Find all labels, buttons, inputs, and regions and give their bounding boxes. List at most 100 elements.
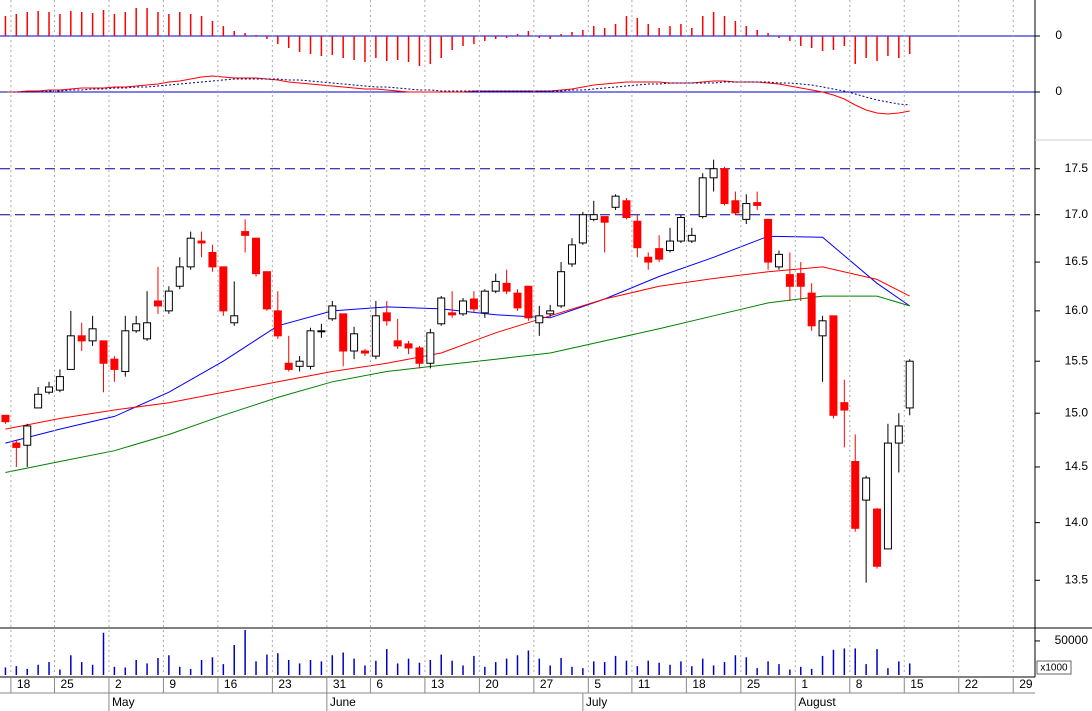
bar (233, 31, 235, 36)
bar (505, 36, 508, 38)
bar (527, 31, 530, 36)
bar (342, 652, 344, 675)
x-tick-label: 15 (910, 677, 924, 691)
candle-body (883, 442, 892, 550)
line-series (5, 235, 910, 444)
bar (908, 663, 911, 675)
bar (625, 16, 628, 36)
candle-body (546, 310, 555, 315)
candle-body (241, 231, 250, 236)
bar (865, 664, 867, 675)
bar (854, 36, 856, 64)
bar (756, 30, 758, 36)
y-tick-label: 14.5 (1065, 459, 1089, 473)
y-tick-label: 0 (1055, 28, 1062, 42)
x-tick-label: 1 (801, 677, 808, 691)
bar (124, 667, 127, 675)
candle-body (666, 240, 675, 252)
bar (157, 12, 159, 36)
candle-body (709, 168, 718, 179)
bar (582, 30, 584, 36)
bar (146, 663, 148, 675)
bar (908, 36, 911, 54)
x-tick-label: 22 (965, 677, 979, 691)
bar (37, 11, 39, 36)
bar (287, 36, 290, 48)
bar (636, 666, 639, 675)
x-tick-label: 18 (17, 677, 31, 691)
bar (778, 664, 780, 675)
candle-body (12, 442, 21, 448)
candle-body (655, 248, 664, 260)
bar (320, 36, 323, 56)
candle-body (774, 253, 783, 268)
bar (287, 660, 290, 675)
unit-label-box (1036, 660, 1072, 675)
bar (723, 16, 726, 36)
bar (222, 664, 225, 675)
candle-body (698, 177, 707, 218)
candle-body (873, 508, 882, 567)
bar (211, 657, 214, 675)
candle-body (66, 335, 75, 370)
bar (723, 662, 726, 675)
bar (887, 36, 889, 56)
bar (712, 665, 715, 675)
bar (614, 24, 617, 36)
candle-body (110, 358, 119, 370)
bar (396, 663, 399, 675)
bar (494, 36, 497, 39)
bar (342, 36, 344, 58)
bar (821, 36, 824, 51)
candle-body (208, 251, 217, 268)
bar (854, 648, 856, 675)
candle-body (143, 322, 152, 340)
bar (59, 669, 61, 675)
month-label: May (112, 695, 135, 709)
bar (865, 36, 867, 58)
bar (407, 36, 410, 62)
candle-body (676, 217, 685, 242)
candle-body (807, 292, 816, 327)
candle-body (230, 315, 239, 324)
candle-body (55, 376, 64, 391)
bar (734, 21, 737, 36)
candle-body (219, 266, 228, 312)
bar (582, 668, 584, 675)
candle-body (317, 330, 326, 333)
bar (647, 24, 649, 36)
bar (179, 12, 181, 36)
candle-body (186, 237, 195, 268)
candle-body (785, 274, 794, 287)
bar (821, 655, 824, 675)
x-tick-label: 11 (638, 677, 651, 691)
bar (320, 661, 323, 675)
bar (331, 655, 334, 675)
bar (658, 28, 660, 36)
bar (898, 661, 900, 675)
bar (309, 36, 312, 54)
bar (647, 660, 649, 675)
candle-body (578, 214, 587, 244)
candle-body (99, 340, 108, 364)
bar (789, 36, 791, 41)
x-tick-label: 9 (169, 677, 176, 691)
x-tick-label: 6 (376, 677, 383, 691)
y-tick-label: 16.0 (1065, 303, 1089, 317)
bar (571, 666, 573, 675)
bar (669, 26, 671, 36)
bar (102, 10, 105, 36)
bar (658, 662, 660, 675)
candle-body (905, 360, 914, 409)
candle-body (862, 477, 871, 501)
candle-body (557, 271, 566, 307)
bar (353, 658, 355, 675)
candle-body (252, 237, 261, 275)
line-series (5, 295, 910, 473)
bar (157, 657, 159, 675)
candle-body (731, 200, 740, 214)
candle-body (796, 273, 805, 287)
candle-body (469, 298, 478, 310)
y-tick-label: 50000 (1055, 633, 1089, 647)
bar (636, 18, 639, 36)
